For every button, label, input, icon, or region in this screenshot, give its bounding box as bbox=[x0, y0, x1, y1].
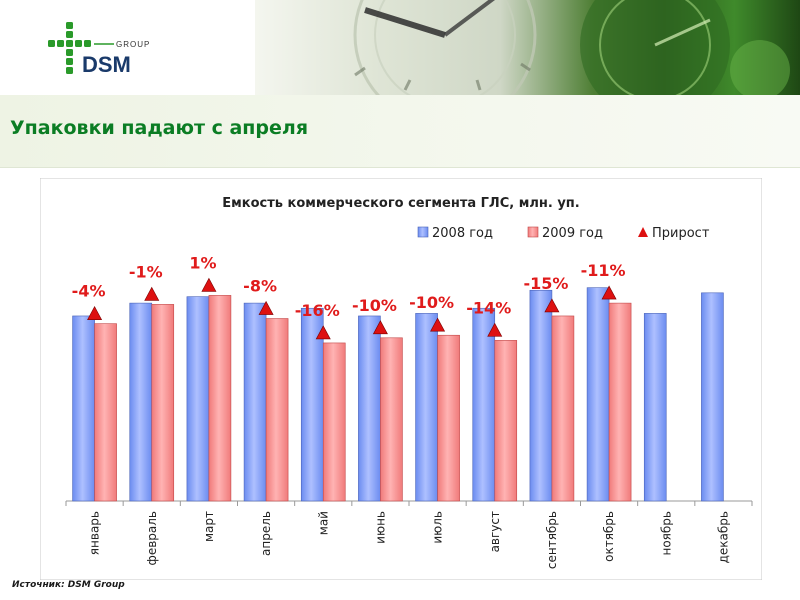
category-label-6: июнь bbox=[373, 511, 387, 544]
category-label-5: май bbox=[316, 511, 330, 535]
dsm-group-logo: GROUP DSM bbox=[48, 22, 150, 77]
growth-marker-7 bbox=[430, 317, 446, 332]
header-banner: GROUP DSM bbox=[0, 0, 800, 95]
legend-label-growth: Прирост bbox=[652, 226, 710, 241]
bar-2008-10 bbox=[586, 287, 610, 502]
legend-label-1: 2008 год bbox=[432, 226, 493, 241]
growth-label-7: -10% bbox=[409, 293, 454, 312]
bar-2009-6 bbox=[380, 337, 403, 502]
growth-label-4: -8% bbox=[243, 277, 277, 296]
title-bar bbox=[0, 95, 800, 168]
chart-legend: 2008 год 2009 год Прирост bbox=[417, 226, 710, 241]
growth-marker-8 bbox=[487, 322, 503, 337]
bar-2009-4 bbox=[265, 318, 289, 502]
bar-2008-11 bbox=[643, 313, 667, 502]
bar-2008-3 bbox=[186, 296, 210, 502]
plot-area: -4% -1% 1% -8% -16% -10% -10% -14% -15% -11% январ… bbox=[65, 253, 753, 569]
growth-marker-10 bbox=[601, 285, 617, 300]
bar-2009-3 bbox=[208, 295, 232, 502]
bar-2008-12 bbox=[701, 292, 724, 502]
legend-swatch-1 bbox=[417, 226, 429, 238]
growth-marker-2 bbox=[144, 286, 160, 301]
growth-marker-9 bbox=[544, 298, 560, 313]
category-label-3: март bbox=[202, 511, 216, 542]
growth-marker-4 bbox=[258, 300, 274, 315]
growth-label-10: -11% bbox=[581, 261, 626, 280]
legend-swatch-2 bbox=[527, 226, 539, 238]
chart: Емкость коммерческого сегмента ГЛС, млн.… bbox=[40, 178, 762, 580]
bar-2008-9 bbox=[529, 289, 553, 502]
page-title: Упаковки падают с апреля bbox=[10, 117, 309, 139]
growth-marker-6 bbox=[372, 320, 388, 335]
source-note: Источник: DSM Group bbox=[12, 580, 125, 590]
bar-2008-1 bbox=[72, 315, 95, 502]
category-label-2: февраль bbox=[145, 511, 159, 565]
header-clock-photo bbox=[255, 0, 800, 95]
bar-2009-1 bbox=[94, 323, 117, 502]
bar-2009-2 bbox=[151, 304, 175, 502]
growth-label-6: -10% bbox=[352, 296, 397, 315]
category-label-10: октябрь bbox=[602, 511, 616, 562]
logo-brand-text: DSM bbox=[82, 52, 131, 77]
bar-2009-7 bbox=[437, 334, 460, 502]
growth-label-1: -4% bbox=[72, 282, 106, 301]
growth-label-9: -15% bbox=[523, 274, 568, 293]
bar-2008-7 bbox=[415, 313, 438, 502]
chart-title: Емкость коммерческого сегмента ГЛС, млн.… bbox=[222, 196, 579, 211]
growth-label-8: -14% bbox=[466, 298, 511, 317]
growth-marker-3 bbox=[201, 277, 217, 292]
growth-marker-5 bbox=[315, 325, 331, 340]
category-label-1: январь bbox=[88, 511, 102, 555]
growth-label-2: -1% bbox=[129, 262, 163, 281]
category-label-12: декабрь bbox=[716, 511, 730, 563]
category-label-4: апрель bbox=[259, 511, 273, 556]
category-label-9: сентябрь bbox=[545, 511, 559, 569]
growth-label-3: 1% bbox=[189, 253, 216, 272]
bar-2009-5 bbox=[322, 342, 346, 502]
category-label-8: август bbox=[488, 511, 502, 552]
legend-swatch-growth bbox=[638, 227, 648, 237]
legend-label-2: 2009 год bbox=[542, 226, 603, 241]
category-label-11: ноябрь bbox=[659, 511, 673, 556]
bar-2008-4 bbox=[243, 302, 267, 502]
bar-2009-10 bbox=[608, 302, 632, 502]
growth-label-5: -16% bbox=[295, 301, 340, 320]
bar-2009-8 bbox=[494, 340, 518, 502]
bar-2009-9 bbox=[551, 315, 575, 502]
logo-group-text: GROUP bbox=[116, 40, 150, 49]
bar-2008-8 bbox=[472, 307, 496, 502]
bar-2008-2 bbox=[129, 302, 153, 502]
category-label-7: июль bbox=[431, 511, 445, 544]
growth-marker-1 bbox=[87, 306, 103, 320]
bar-2008-6 bbox=[358, 315, 381, 502]
